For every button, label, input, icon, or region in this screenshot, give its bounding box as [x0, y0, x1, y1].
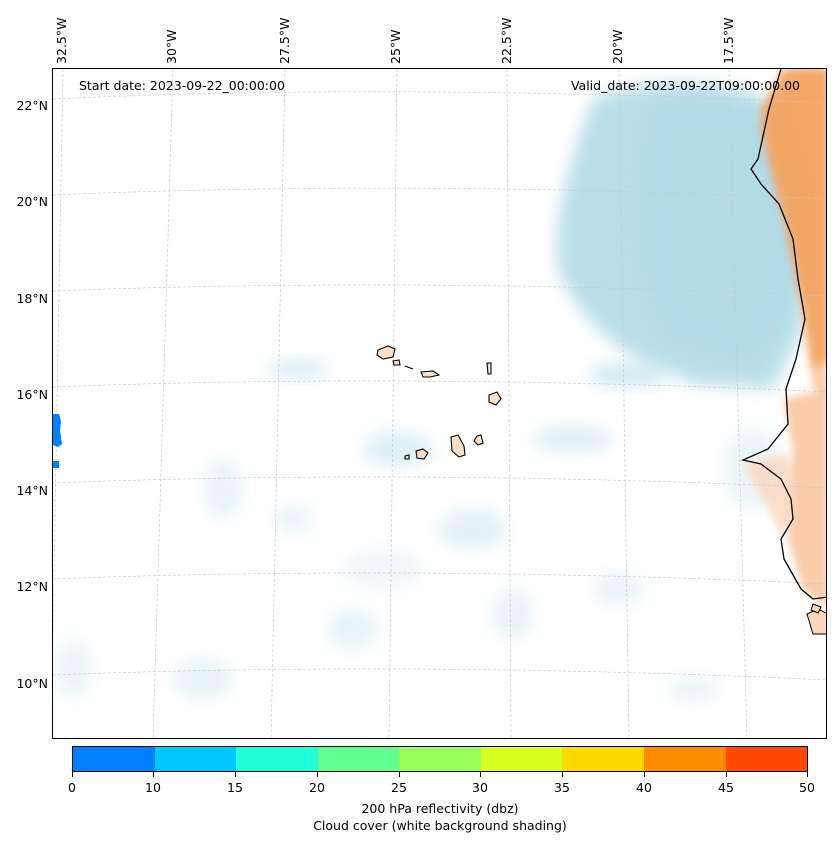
colorbar-label-40: 40	[636, 780, 652, 795]
colorbar-tick	[562, 772, 563, 777]
reflectivity-cell	[53, 414, 62, 468]
lon-label-32-5w: 32.5°W	[54, 17, 69, 64]
colorbar-tick	[399, 772, 400, 777]
map-canvas	[53, 69, 826, 738]
colorbar-label-0: 0	[68, 780, 76, 795]
colorbar-segment-8	[725, 747, 808, 771]
fogo-island	[415, 448, 429, 460]
bijagos-island	[810, 603, 822, 614]
map-panel	[52, 68, 827, 739]
lat-label-10n: 10°N	[16, 676, 48, 691]
colorbar-label-15: 15	[227, 780, 243, 795]
lat-label-18n: 18°N	[16, 291, 48, 306]
colorbar-label-25: 25	[391, 780, 407, 795]
lat-label-16n: 16°N	[16, 387, 48, 402]
lon-label-20w: 20°W	[610, 29, 625, 64]
santa-luzia-island	[404, 365, 414, 370]
colorbar-title: 200 hPa reflectivity (dbz)	[361, 801, 519, 816]
valid-date-label: Valid_date: 2023-09-22T09:00:00.00	[570, 78, 800, 93]
lon-label-22-5w: 22.5°W	[499, 17, 514, 64]
colorbar-tick	[235, 772, 236, 777]
colorbar-tick	[644, 772, 645, 777]
sal-island	[486, 362, 492, 375]
santiago-island	[450, 434, 466, 458]
colorbar-segment-1	[154, 747, 237, 771]
lon-label-30w: 30°W	[164, 29, 179, 64]
coastline	[740, 69, 826, 600]
lon-label-25w: 25°W	[388, 29, 403, 64]
santo-antao-island	[376, 345, 396, 360]
graticule	[53, 69, 826, 738]
colorbar-subtitle: Cloud cover (white background shading)	[313, 818, 567, 833]
lat-label-14n: 14°N	[16, 483, 48, 498]
colorbar-label-10: 10	[145, 780, 161, 795]
colorbar-tick	[726, 772, 727, 777]
maio-island	[473, 434, 484, 446]
lon-label-27-5w: 27.5°W	[277, 17, 292, 64]
colorbar-segment-6	[562, 747, 644, 771]
colorbar	[72, 746, 808, 772]
cloud-cover-shading	[55, 82, 808, 703]
colorbar-segment-4	[399, 747, 481, 771]
lon-label-17-5w: 17.5°W	[721, 17, 736, 64]
colorbar-tick	[807, 772, 808, 777]
lat-label-22n: 22°N	[16, 98, 48, 113]
colorbar-segment-2	[236, 747, 318, 771]
lat-label-12n: 12°N	[16, 579, 48, 594]
start-date-label: Start date: 2023-09-22_00:00:00	[79, 78, 285, 93]
colorbar-label-45: 45	[718, 780, 734, 795]
colorbar-tick	[153, 772, 154, 777]
cape-verde-islands	[376, 345, 502, 460]
colorbar-segment-0	[73, 747, 155, 771]
colorbar-label-50: 50	[799, 780, 815, 795]
colorbar-tick	[72, 772, 73, 777]
boa-vista-island	[488, 391, 502, 406]
colorbar-label-35: 35	[554, 780, 570, 795]
lat-label-20n: 20°N	[16, 194, 48, 209]
sao-nicolau-island	[420, 370, 441, 378]
colorbar-segment-5	[480, 747, 563, 771]
colorbar-tick	[480, 772, 481, 777]
colorbar-label-20: 20	[309, 780, 325, 795]
sao-vicente-island	[392, 359, 401, 366]
brava-island	[404, 454, 410, 460]
colorbar-tick	[317, 772, 318, 777]
colorbar-label-30: 30	[472, 780, 488, 795]
colorbar-segment-3	[317, 747, 400, 771]
colorbar-segment-7	[643, 747, 726, 771]
land-heat-shading	[743, 69, 826, 608]
